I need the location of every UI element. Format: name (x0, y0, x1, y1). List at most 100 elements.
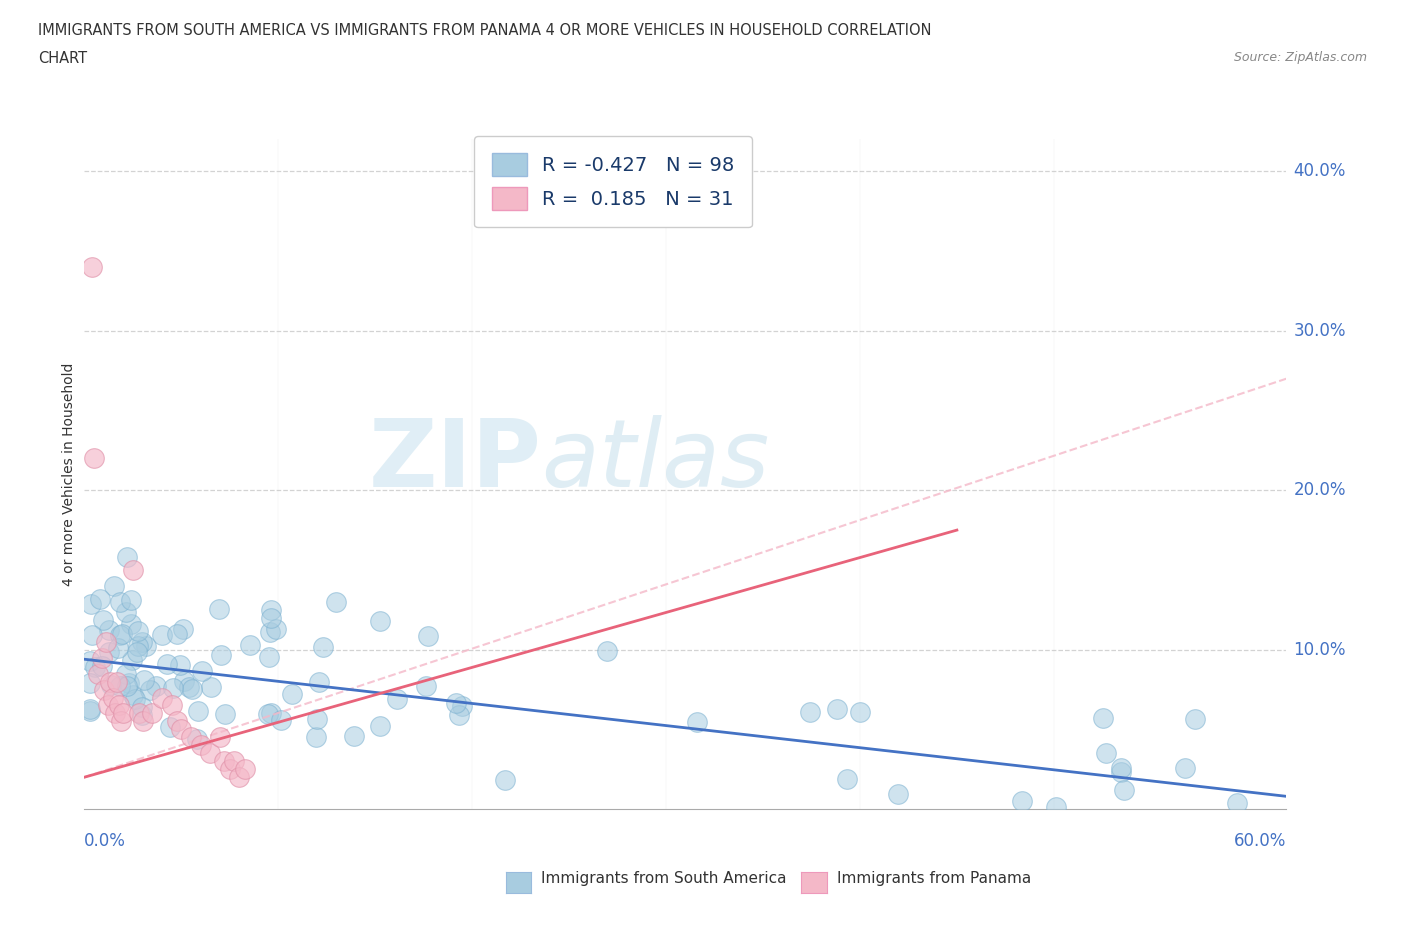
Text: 40.0%: 40.0% (1294, 163, 1346, 180)
Point (1226, 795, 1249, 810)
Point (370, 719, 392, 734)
Point (260, 610, 283, 625)
Point (1174, 760, 1197, 775)
Point (141, 706, 163, 721)
Point (264, 621, 287, 636)
Point (305, 711, 328, 726)
Point (120, 593, 142, 608)
Point (385, 692, 408, 707)
Text: atlas: atlas (541, 416, 769, 507)
Point (89, 591, 111, 606)
Point (128, 706, 150, 721)
Point (190, 737, 212, 752)
Point (107, 641, 129, 656)
Point (239, 637, 262, 652)
Point (305, 729, 328, 744)
Point (179, 680, 201, 695)
Point (97, 698, 120, 713)
Point (82, 259, 104, 274)
Point (187, 703, 209, 718)
Point (186, 732, 208, 747)
Point (79, 676, 101, 691)
Point (135, 639, 157, 654)
Point (79, 596, 101, 611)
Point (117, 678, 139, 693)
Point (131, 714, 153, 729)
Point (260, 705, 283, 720)
Text: Source: ZipAtlas.com: Source: ZipAtlas.com (1233, 51, 1367, 64)
Point (1092, 711, 1115, 725)
Point (104, 706, 127, 721)
Point (108, 698, 131, 713)
Text: 60.0%: 60.0% (1234, 832, 1286, 850)
Point (325, 594, 347, 609)
Point (180, 730, 202, 745)
Point (173, 673, 195, 688)
Point (83, 451, 105, 466)
Point (79, 653, 101, 668)
Point (1095, 745, 1118, 760)
Point (416, 629, 439, 644)
Point (114, 605, 136, 620)
Point (84, 659, 107, 674)
Point (115, 550, 138, 565)
Point (212, 754, 235, 769)
Point (127, 639, 149, 654)
Point (87, 666, 110, 681)
Point (105, 674, 128, 689)
Text: Immigrants from Panama: Immigrants from Panama (837, 871, 1031, 886)
Point (233, 762, 256, 777)
Point (131, 634, 153, 649)
Point (228, 770, 250, 785)
Point (799, 705, 821, 720)
Point (145, 679, 167, 694)
Point (494, 772, 516, 787)
Point (1109, 761, 1132, 776)
Point (214, 707, 236, 722)
Point (118, 675, 141, 690)
Y-axis label: 4 or more Vehicles in Household: 4 or more Vehicles in Household (62, 363, 76, 586)
Point (131, 699, 153, 714)
Point (110, 678, 132, 693)
Point (257, 649, 280, 664)
Point (93, 682, 115, 697)
Point (152, 628, 174, 643)
Point (1109, 765, 1132, 780)
Point (1112, 782, 1135, 797)
Text: 20.0%: 20.0% (1294, 481, 1346, 499)
Point (120, 617, 142, 631)
Point (886, 787, 908, 802)
Point (825, 701, 848, 716)
Point (686, 714, 709, 729)
Point (90, 650, 112, 665)
Point (115, 667, 138, 682)
Point (166, 714, 188, 729)
Point (270, 712, 292, 727)
Point (191, 664, 214, 679)
Point (79, 701, 101, 716)
Legend: R = -0.427   N = 98, R =  0.185   N = 31: R = -0.427 N = 98, R = 0.185 N = 31 (474, 136, 752, 228)
Point (260, 603, 283, 618)
Point (91, 658, 114, 673)
Point (281, 686, 304, 701)
Point (110, 628, 132, 643)
Text: Immigrants from South America: Immigrants from South America (541, 871, 787, 886)
Point (110, 627, 132, 642)
Point (181, 682, 204, 697)
Point (837, 771, 859, 786)
Point (222, 754, 245, 769)
Point (209, 647, 232, 662)
Point (311, 640, 333, 655)
Point (94, 634, 117, 649)
Point (112, 706, 135, 721)
Point (108, 595, 131, 610)
Point (79, 704, 101, 719)
Point (200, 680, 222, 695)
Point (166, 627, 188, 642)
Point (103, 578, 125, 593)
Text: CHART: CHART (38, 51, 87, 66)
Point (110, 714, 132, 729)
Point (100, 677, 122, 692)
Point (139, 683, 162, 698)
Point (162, 681, 184, 696)
